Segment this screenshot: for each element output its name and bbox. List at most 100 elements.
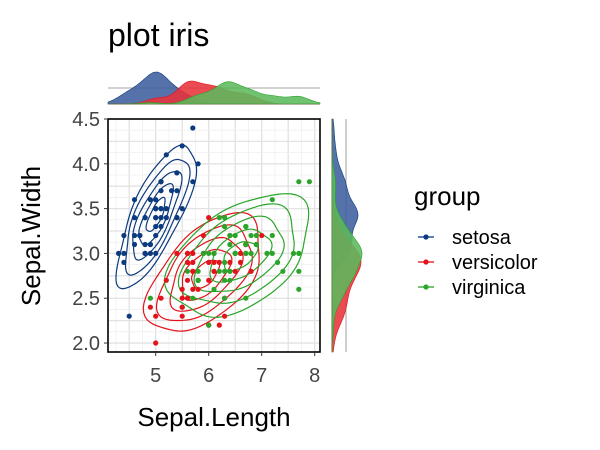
versicolor-point [153, 313, 159, 319]
setosa-point [121, 259, 127, 265]
setosa-point [153, 215, 159, 221]
setosa-point [147, 250, 153, 256]
versicolor-point [190, 259, 196, 265]
virginica-point [253, 232, 259, 239]
setosa-point [153, 223, 159, 230]
setosa-point [195, 161, 201, 167]
setosa-point [190, 179, 196, 185]
versicolor-point [237, 259, 244, 265]
y-tick-label: 4.5 [72, 109, 100, 131]
versicolor-point [206, 277, 212, 283]
virginica-point [227, 277, 233, 283]
virginica-point [227, 232, 233, 239]
versicolor-point [163, 277, 169, 283]
virginica-point [296, 250, 302, 256]
versicolor-point [259, 232, 265, 239]
virginica-point [206, 250, 212, 256]
top-marginal-density [107, 71, 321, 105]
virginica-point [248, 250, 254, 256]
versicolor-point [184, 295, 191, 301]
virginica-contour [193, 215, 285, 293]
versicolor-point [216, 259, 222, 265]
virginica-x-density [108, 81, 321, 105]
panel-border [107, 118, 321, 353]
virginica-point [211, 250, 217, 256]
legend-key-dot [423, 234, 429, 240]
x-tick-label: 7 [256, 365, 267, 387]
versicolor-point [232, 268, 238, 274]
setosa-point [131, 241, 138, 248]
setosa-point [137, 232, 143, 239]
virginica-contour [163, 193, 310, 319]
setosa-point [142, 215, 148, 221]
versicolor-point [190, 250, 196, 256]
virginica-point [195, 277, 201, 283]
virginica-point [211, 286, 217, 292]
virginica-point [306, 179, 312, 185]
versicolor-point [206, 259, 212, 265]
legend: group setosa versicolor virginica [414, 181, 538, 299]
x-axis-ticks: 5 6 7 8 [150, 352, 320, 387]
virginica-point [296, 179, 302, 185]
virginica-point [206, 322, 212, 328]
virginica-point [216, 215, 222, 221]
versicolor-point [190, 268, 196, 274]
x-tick-label: 5 [150, 365, 161, 387]
versicolor-point [237, 250, 244, 256]
virginica-contour [177, 203, 295, 304]
plot-panel [107, 118, 321, 353]
virginica-point [269, 197, 275, 203]
density-contours [115, 144, 310, 332]
setosa-contour [124, 158, 191, 276]
setosa-point [126, 313, 132, 319]
setosa-point [116, 250, 122, 256]
y-axis-title: Sepal.Width [16, 166, 46, 306]
setosa-point [179, 206, 185, 212]
virginica-point [195, 268, 201, 274]
virginica-point [227, 241, 233, 248]
versicolor-point [179, 313, 185, 319]
setosa-point [163, 215, 169, 221]
versicolor-point [227, 259, 233, 265]
setosa-point [158, 215, 164, 221]
virginica-contour [209, 228, 273, 283]
versicolor-point [200, 232, 206, 239]
setosa-point [131, 215, 138, 221]
y-tick-label: 3.5 [72, 199, 100, 221]
versicolor-contour [155, 224, 253, 322]
virginica-point [190, 295, 196, 301]
virginica-point [147, 295, 153, 301]
legend-key-dot [423, 284, 429, 290]
versicolor-point [153, 340, 159, 346]
y-tick-label: 2.5 [72, 288, 100, 310]
versicolor-point [216, 322, 222, 328]
virginica-point [269, 250, 275, 256]
y-tick-label: 4.0 [72, 154, 100, 176]
chart-title: plot iris [108, 17, 209, 53]
virginica-point [232, 232, 238, 239]
virginica-point [243, 223, 249, 230]
setosa-point [190, 125, 196, 131]
virginica-point [222, 259, 228, 265]
versicolor-point [211, 259, 217, 265]
virginica-point [253, 241, 259, 248]
y-tick-label: 3.0 [72, 243, 100, 265]
setosa-point [163, 206, 169, 212]
versicolor-point [179, 304, 185, 310]
virginica-point [232, 250, 238, 256]
setosa-point [131, 197, 138, 203]
setosa-point [142, 241, 148, 248]
virginica-point [280, 268, 286, 274]
virginica-point [296, 286, 302, 292]
right-marginal-density [331, 118, 363, 353]
versicolor-point [174, 250, 180, 256]
setosa-point [147, 197, 153, 203]
virginica-point [222, 215, 228, 221]
setosa-point [153, 197, 159, 203]
versicolor-point [248, 268, 254, 274]
setosa-point [158, 188, 164, 194]
setosa-point [147, 241, 153, 248]
legend-key-dot [423, 259, 429, 265]
versicolor-point [184, 250, 191, 256]
setosa-contour [115, 144, 198, 290]
